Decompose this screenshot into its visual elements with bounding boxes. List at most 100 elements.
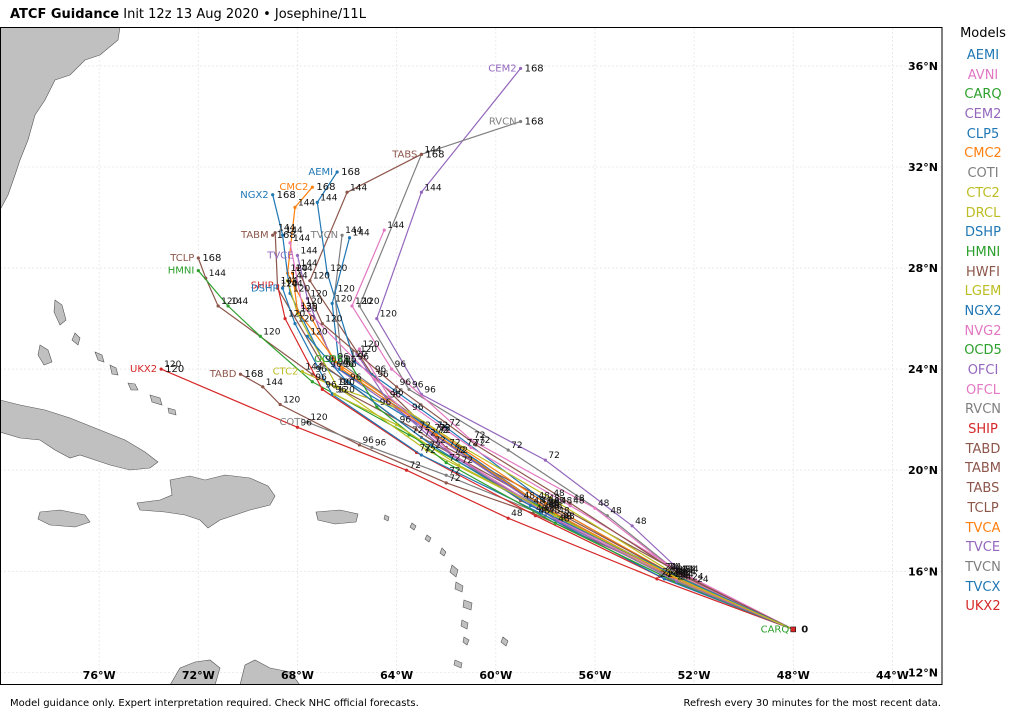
hour-label: 120 bbox=[221, 297, 238, 307]
legend-item-ocd5: OCD5 bbox=[964, 343, 1002, 359]
track-point bbox=[382, 228, 386, 232]
hour-label: 120 bbox=[355, 297, 372, 307]
hour-label: 144 bbox=[345, 226, 362, 236]
hour-label: 144 bbox=[300, 246, 317, 256]
hour-label: 48 bbox=[551, 502, 563, 512]
model-label-hmni: HMNI bbox=[168, 266, 195, 277]
legend-item-carq: CARQ bbox=[964, 87, 1002, 103]
track-point bbox=[293, 322, 297, 326]
legend-item-avni: AVNI bbox=[967, 67, 999, 83]
hour-label: 72 bbox=[474, 438, 485, 448]
hour-label: 72 bbox=[449, 418, 460, 428]
hour-label: 144 bbox=[293, 234, 310, 244]
model-label-dshp: DSHP bbox=[251, 283, 279, 294]
track-point bbox=[345, 190, 349, 194]
track-point bbox=[295, 266, 300, 270]
hour-label: 144 bbox=[286, 279, 303, 289]
hour-label: 24 bbox=[675, 565, 687, 575]
track-point bbox=[568, 501, 572, 505]
track-point bbox=[452, 453, 456, 457]
track-point bbox=[533, 514, 538, 518]
track-line bbox=[331, 237, 794, 630]
hour-label: 24 bbox=[672, 567, 684, 577]
hour-label: 144 bbox=[296, 264, 313, 274]
hour-label: 72 bbox=[449, 474, 460, 484]
legend-item-rvcn: RVCN bbox=[964, 402, 1002, 418]
track-point bbox=[357, 304, 362, 308]
track-point bbox=[434, 430, 438, 434]
hour-label: 120 bbox=[325, 315, 342, 325]
hour-label: 72 bbox=[424, 446, 435, 456]
chart-title: ATCF Guidance Init 12z 13 Aug 2020 • Jos… bbox=[10, 7, 366, 22]
hour-label: 24 bbox=[675, 567, 687, 577]
hour-label: 24 bbox=[682, 565, 694, 575]
land-cuba bbox=[0, 399, 159, 471]
track-line bbox=[334, 393, 794, 630]
track-point bbox=[288, 241, 292, 245]
hour-label: 96 bbox=[375, 438, 387, 448]
model-label-ukx2: UKX2 bbox=[130, 364, 157, 375]
hour-label: 96 bbox=[400, 416, 412, 426]
hour-label: 96 bbox=[395, 360, 407, 370]
hour-label: 24 bbox=[675, 567, 687, 577]
legend-item-tvce: TVCE bbox=[965, 540, 1001, 556]
end-hour-label: 168 bbox=[525, 63, 544, 74]
track-point bbox=[295, 309, 300, 313]
hour-label: 120 bbox=[305, 297, 322, 307]
legend-item-hmni: HMNI bbox=[965, 244, 1001, 260]
hour-label: 96 bbox=[338, 358, 350, 368]
track-point bbox=[357, 443, 362, 447]
hour-label: 120 bbox=[263, 327, 280, 337]
track-point bbox=[310, 380, 314, 384]
land-puerto-rico bbox=[315, 509, 359, 525]
track-point bbox=[469, 445, 473, 450]
lat-tick-label: 12°N bbox=[908, 666, 938, 679]
lat-tick-label: 24°N bbox=[908, 363, 938, 376]
title-subtitle: Init 12z 13 Aug 2020 • Josephine/11L bbox=[123, 7, 366, 22]
track-point bbox=[414, 428, 419, 432]
hour-label: 48 bbox=[533, 497, 545, 507]
track-point bbox=[290, 271, 295, 275]
hour-label: 96 bbox=[412, 403, 424, 413]
hour-label: 24 bbox=[662, 567, 674, 577]
legend-item-aemi: AEMI bbox=[966, 48, 1000, 63]
track-point bbox=[553, 521, 557, 525]
hour-label: 120 bbox=[310, 327, 327, 337]
model-label-aemi: AEMI bbox=[308, 167, 333, 178]
hour-label: 120 bbox=[293, 284, 310, 294]
legend-item-ctc2: CTC2 bbox=[966, 185, 1000, 201]
track-point bbox=[528, 503, 533, 508]
model-label-cem2: CEM2 bbox=[488, 63, 516, 74]
track-tvcx bbox=[330, 236, 795, 632]
legend-item-tclp: TCLP bbox=[967, 500, 999, 516]
hour-label: 72 bbox=[419, 421, 430, 431]
hour-label: 120 bbox=[288, 310, 305, 320]
hour-label: 120 bbox=[360, 345, 377, 355]
model-label-rvcn: RVCN bbox=[489, 116, 517, 127]
model-label-tclp: TCLP bbox=[169, 253, 194, 264]
legend-item-hwfi: HWFI bbox=[966, 264, 1000, 280]
land-south-america bbox=[169, 659, 301, 685]
track-point bbox=[375, 316, 379, 321]
track-point bbox=[444, 461, 448, 465]
model-label-ship: SHIP bbox=[251, 281, 274, 292]
track-point bbox=[325, 271, 329, 275]
lon-tick-label: 56°W bbox=[578, 669, 611, 682]
land-lesser-antilles bbox=[383, 514, 509, 669]
legend-item-tabm: TABM bbox=[965, 461, 1001, 477]
hour-label: 96 bbox=[325, 355, 337, 365]
end-hour-label: 168 bbox=[425, 149, 444, 160]
track-point bbox=[419, 152, 424, 156]
track-point bbox=[320, 322, 324, 326]
hour-label: 48 bbox=[548, 502, 560, 512]
track-point bbox=[506, 516, 510, 520]
hour-label: 120 bbox=[291, 264, 308, 274]
track-point bbox=[196, 256, 200, 260]
hour-label: 72 bbox=[467, 438, 478, 448]
legend-item-lgem: LGEM bbox=[964, 284, 1002, 300]
track-point bbox=[375, 405, 379, 409]
hour-label: 96 bbox=[380, 398, 392, 408]
hour-label: 96 bbox=[412, 380, 424, 390]
track-point bbox=[276, 284, 280, 288]
